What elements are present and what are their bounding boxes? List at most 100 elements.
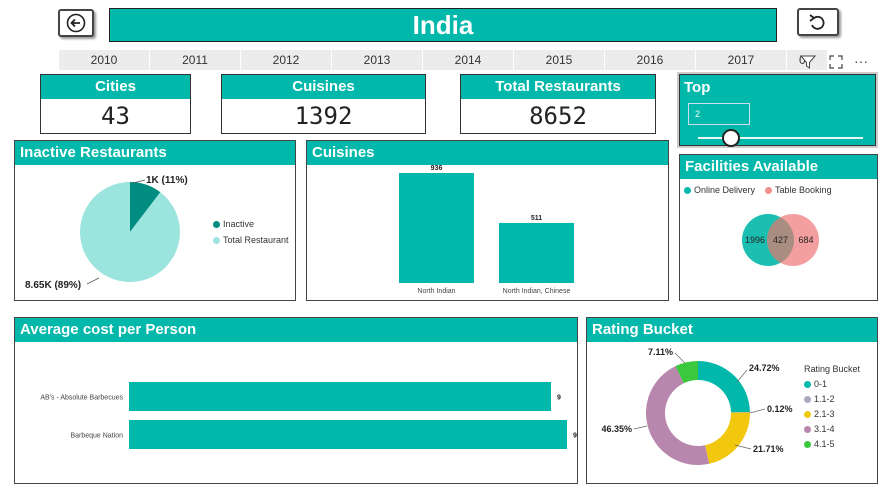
- legend-swatch: [804, 410, 811, 418]
- legend-label: Online Delivery: [694, 185, 756, 195]
- hbar-category-label: AB's - Absolute Barbecues: [40, 395, 123, 402]
- cuisines-panel: Cuisines 936 North Indian 511 North Indian,…: [306, 140, 669, 301]
- legend-swatch: [213, 220, 220, 228]
- hbar-1[interactable]: [129, 420, 567, 449]
- rating-legend: Rating Bucket 0-1 1.1-2 2.1-3 3.1-4 4.1-5: [804, 364, 860, 449]
- year-option-2016[interactable]: 2016: [605, 50, 696, 70]
- slider-track[interactable]: [698, 137, 863, 139]
- legend-label: Inactive: [223, 219, 255, 229]
- label-leader: [674, 352, 686, 364]
- year-overflow-label: 0: [799, 53, 806, 67]
- year-slicer[interactable]: 2010 2011 2012 2013 2014 2015 2016 2017: [59, 50, 787, 70]
- panel-title: Facilities Available: [680, 155, 877, 179]
- page-title: India: [109, 8, 777, 42]
- legend-item-3.1-4: 3.1-4: [804, 424, 860, 434]
- year-option-2010[interactable]: 2010: [59, 50, 150, 70]
- average-cost-bar-chart: 9 AB's - Absolute Barbecues 9 Barbeque Nati…: [40, 382, 577, 449]
- legend-label: 2.1-3: [814, 409, 835, 419]
- hbar-data-label: 9: [573, 433, 577, 440]
- hbar-data-label: 9: [557, 395, 561, 402]
- donut-label: 46.35%: [601, 424, 632, 434]
- venn-mid-value: 427: [773, 235, 788, 245]
- kpi-card-total-restaurants: Total Restaurants 8652: [460, 74, 656, 134]
- donut-label: 24.72%: [749, 363, 780, 373]
- kpi-label: Cuisines: [222, 75, 425, 99]
- kpi-value: 1392: [294, 102, 353, 130]
- label-leader: [734, 444, 752, 450]
- donut-slice-2[interactable]: [705, 412, 750, 464]
- inactive-legend: Inactive Total Restaurant: [213, 219, 289, 245]
- pie-label-total: 8.65K (89%): [25, 280, 81, 291]
- label-leader: [633, 425, 648, 430]
- donut-label: 21.71%: [753, 444, 784, 454]
- legend-label: 1.1-2: [814, 394, 835, 404]
- year-option-2011[interactable]: 2011: [150, 50, 241, 70]
- venn-right-value: 684: [798, 235, 813, 245]
- label-leader: [749, 408, 766, 414]
- reset-button[interactable]: [797, 8, 839, 36]
- back-button[interactable]: [58, 9, 94, 37]
- cuisines-bar-chart: 936 North Indian 511 North Indian, Chinese: [399, 165, 574, 295]
- panel-title: Rating Bucket: [587, 318, 877, 342]
- bar-category-label: North Indian: [417, 288, 455, 295]
- legend-label: Table Booking: [775, 185, 832, 195]
- donut-label: 0.12%: [767, 404, 793, 414]
- kpi-label: Cities: [41, 75, 190, 99]
- kpi-card-cuisines: Cuisines 1392: [221, 74, 426, 134]
- year-option-2013[interactable]: 2013: [332, 50, 423, 70]
- more-options-icon[interactable]: ···: [854, 53, 868, 69]
- bar-data-label: 511: [531, 215, 542, 222]
- legend-label: 4.1-5: [814, 439, 835, 449]
- legend-item-online-delivery: Online Delivery: [684, 185, 755, 195]
- legend-item-total: Total Restaurant: [213, 235, 289, 245]
- donut-label: 7.11%: [648, 347, 673, 357]
- year-option-2015[interactable]: 2015: [514, 50, 605, 70]
- kpi-value: 43: [101, 102, 130, 130]
- panel-title: Inactive Restaurants: [15, 141, 295, 165]
- hbar-0[interactable]: [129, 382, 551, 411]
- year-option-2017[interactable]: 2017: [696, 50, 787, 70]
- pie-slice-1[interactable]: [79, 182, 180, 282]
- top-slicer-label: Top: [684, 79, 711, 96]
- legend-item-1.1-2: 1.1-2: [804, 394, 860, 404]
- inactive-pie-chart: 1K (11%) 8.65K (89%): [25, 175, 188, 291]
- legend-swatch: [213, 236, 220, 244]
- year-option-2012[interactable]: 2012: [241, 50, 332, 70]
- hbar-category-label: Barbeque Nation: [70, 433, 123, 440]
- legend-item-table-booking: Table Booking: [765, 185, 832, 195]
- facilities-venn-chart: 1996 427 684: [742, 214, 819, 266]
- pie-slice-0[interactable]: [130, 182, 161, 232]
- label-leader: [132, 179, 146, 184]
- kpi-value: 8652: [529, 102, 587, 130]
- kpi-card-cities: Cities 43: [40, 74, 191, 134]
- panel-title: Cuisines: [307, 141, 668, 165]
- legend-item-2.1-3: 2.1-3: [804, 409, 860, 419]
- bar-0[interactable]: [399, 173, 474, 283]
- legend-swatch: [765, 186, 773, 194]
- bar-1[interactable]: [499, 222, 574, 283]
- average-cost-panel: Average cost per Person 9 AB's - Absolute…: [14, 317, 578, 484]
- legend-label: 3.1-4: [814, 424, 835, 434]
- legend-label: Total Restaurant: [223, 235, 289, 245]
- bar-data-label: 936: [431, 165, 443, 172]
- label-leader: [86, 277, 100, 285]
- donut-slice-4[interactable]: [675, 361, 698, 384]
- panel-title: Average cost per Person: [15, 318, 577, 342]
- venn-intersection: [766, 217, 795, 263]
- legend-item-inactive: Inactive: [213, 219, 289, 229]
- legend-swatch: [804, 440, 811, 448]
- top-value-input[interactable]: 2: [688, 103, 750, 125]
- facilities-panel: Facilities Available Online Delivery Tab…: [679, 154, 878, 301]
- top-slicer[interactable]: Top 2: [679, 74, 876, 147]
- kpi-label: Total Restaurants: [461, 75, 655, 99]
- year-option-2014[interactable]: 2014: [423, 50, 514, 70]
- rating-bucket-panel: Rating Bucket 24.72% 0.12% 21.71% 46.35% 7.1…: [586, 317, 878, 484]
- facilities-legend: Online Delivery Table Booking: [684, 185, 832, 195]
- inactive-restaurants-panel: Inactive Restaurants 1K (11%) 8.65K (89%)…: [14, 140, 296, 301]
- legend-swatch: [804, 425, 811, 433]
- donut-slice-0[interactable]: [698, 361, 750, 413]
- donut-slice-3[interactable]: [646, 366, 710, 465]
- slider-thumb[interactable]: [722, 129, 740, 147]
- focus-mode-icon[interactable]: [828, 54, 844, 75]
- filter-icon[interactable]: [799, 54, 817, 75]
